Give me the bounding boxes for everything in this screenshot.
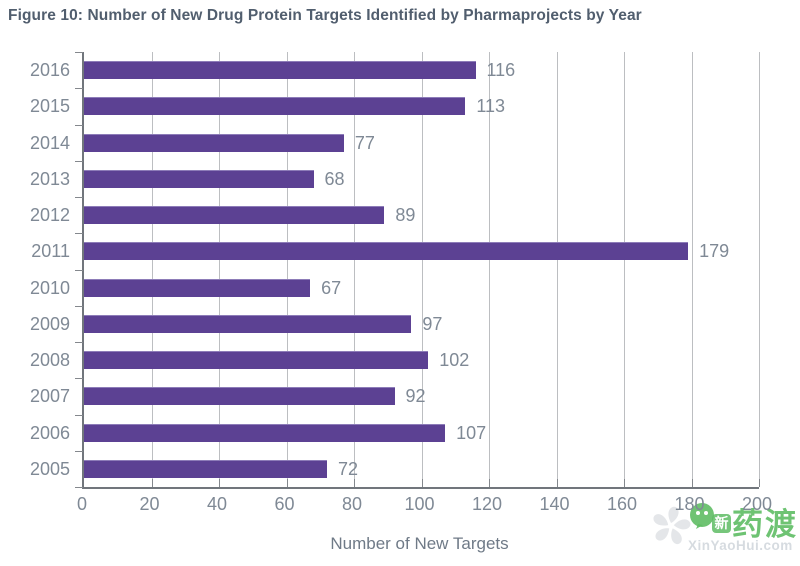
y-axis-label: 2010 (29, 277, 70, 298)
bar (84, 133, 344, 152)
x-axis-tick (624, 479, 625, 487)
x-axis-tick (489, 479, 490, 487)
bar-value-label: 72 (338, 458, 359, 479)
y-axis-tick (75, 52, 83, 53)
bar-value-label: 77 (354, 132, 375, 153)
y-axis-label: 2009 (29, 313, 70, 334)
x-axis-tick-label: 100 (404, 494, 435, 514)
x-axis-title: Number of New Targets (330, 534, 509, 553)
y-axis-label: 2006 (29, 422, 70, 443)
bar-value-label: 179 (699, 241, 730, 262)
y-axis-tick (75, 414, 83, 416)
gridline (759, 52, 760, 487)
gridline (624, 52, 625, 487)
watermark-url: XinYaoHui.com (688, 538, 793, 553)
bar-value-label: 102 (439, 350, 470, 370)
y-axis-tick (75, 487, 83, 488)
y-axis-label: 2008 (29, 350, 70, 370)
y-axis-label: 2014 (29, 132, 70, 153)
bar-value-label: 107 (456, 422, 487, 443)
gridline (219, 52, 220, 487)
y-axis-tick (75, 124, 83, 126)
x-axis-tick-label: 60 (274, 494, 295, 514)
x-axis-tick (691, 479, 693, 487)
bar-value-label: 113 (476, 96, 506, 117)
watermark-logo-text: 药渡 (732, 507, 798, 542)
y-axis-label: 2016 (29, 60, 70, 80)
x-axis-tick (354, 479, 355, 487)
x-axis-tick-label: 200 (741, 494, 773, 514)
x-axis-tick (151, 479, 153, 487)
chart-title: Figure 10: Number of New Drug Protein Ta… (8, 7, 642, 24)
gridline (151, 52, 153, 487)
y-axis-tick (75, 197, 83, 198)
x-axis-tick-label: 0 (76, 494, 88, 514)
x-axis-tick-label: 40 (206, 494, 228, 514)
gridline (354, 52, 355, 487)
watermark: 新 药渡 XinYaoHui.com (648, 497, 800, 563)
x-axis-tick-label: 120 (471, 494, 503, 514)
bar (84, 206, 385, 225)
y-axis-label: 2012 (29, 205, 70, 225)
x-axis-tick-label: 160 (606, 494, 638, 514)
y-axis-tick (75, 342, 83, 343)
gridline (421, 52, 423, 487)
bar (84, 242, 689, 261)
y-axis-label: 2015 (29, 96, 70, 117)
x-axis-tick (556, 479, 558, 487)
bar-value-label: 92 (405, 386, 426, 407)
x-axis-tick-label: 140 (539, 494, 570, 514)
plot-area (75, 52, 760, 489)
y-axis-tick (75, 233, 83, 235)
pinwheel-icon (648, 503, 694, 554)
bar (84, 169, 314, 188)
bar (84, 278, 311, 297)
bar (84, 387, 395, 406)
bar-value-label: 67 (321, 277, 342, 298)
bar-value-label: 97 (422, 313, 443, 334)
bar (84, 351, 429, 370)
x-axis-tick (219, 479, 220, 487)
y-axis-label: 2007 (29, 386, 70, 407)
bar (84, 97, 466, 116)
y-axis-tick (75, 160, 83, 162)
y-axis-tick (75, 269, 83, 271)
x-axis-tick-label: 20 (139, 494, 160, 514)
y-axis-tick (75, 305, 83, 307)
x-axis-tick (421, 479, 423, 487)
bar-value-label: 68 (324, 168, 345, 189)
bar (84, 423, 446, 442)
y-axis-label: 2013 (29, 168, 70, 189)
green-bubble-icon (688, 502, 716, 535)
y-axis-tick (75, 450, 83, 452)
gridline (286, 52, 288, 487)
y-axis-tick (75, 88, 83, 90)
bar (84, 61, 476, 80)
x-axis-tick-label: 80 (341, 494, 363, 514)
x-axis-tick (759, 479, 760, 487)
watermark-badge: 新 (712, 514, 731, 533)
bar-value-label: 89 (395, 205, 416, 225)
gridline (691, 52, 693, 487)
bar-value-label: 116 (486, 60, 516, 80)
x-axis-tick-label: 180 (674, 494, 705, 514)
gridline (489, 52, 490, 487)
bar (84, 314, 412, 333)
gridline (556, 52, 558, 487)
y-axis-label: 2011 (31, 241, 70, 262)
y-axis-tick (75, 378, 83, 380)
y-axis-label: 2005 (29, 458, 70, 479)
bar (84, 459, 327, 478)
x-axis-tick (286, 479, 288, 487)
